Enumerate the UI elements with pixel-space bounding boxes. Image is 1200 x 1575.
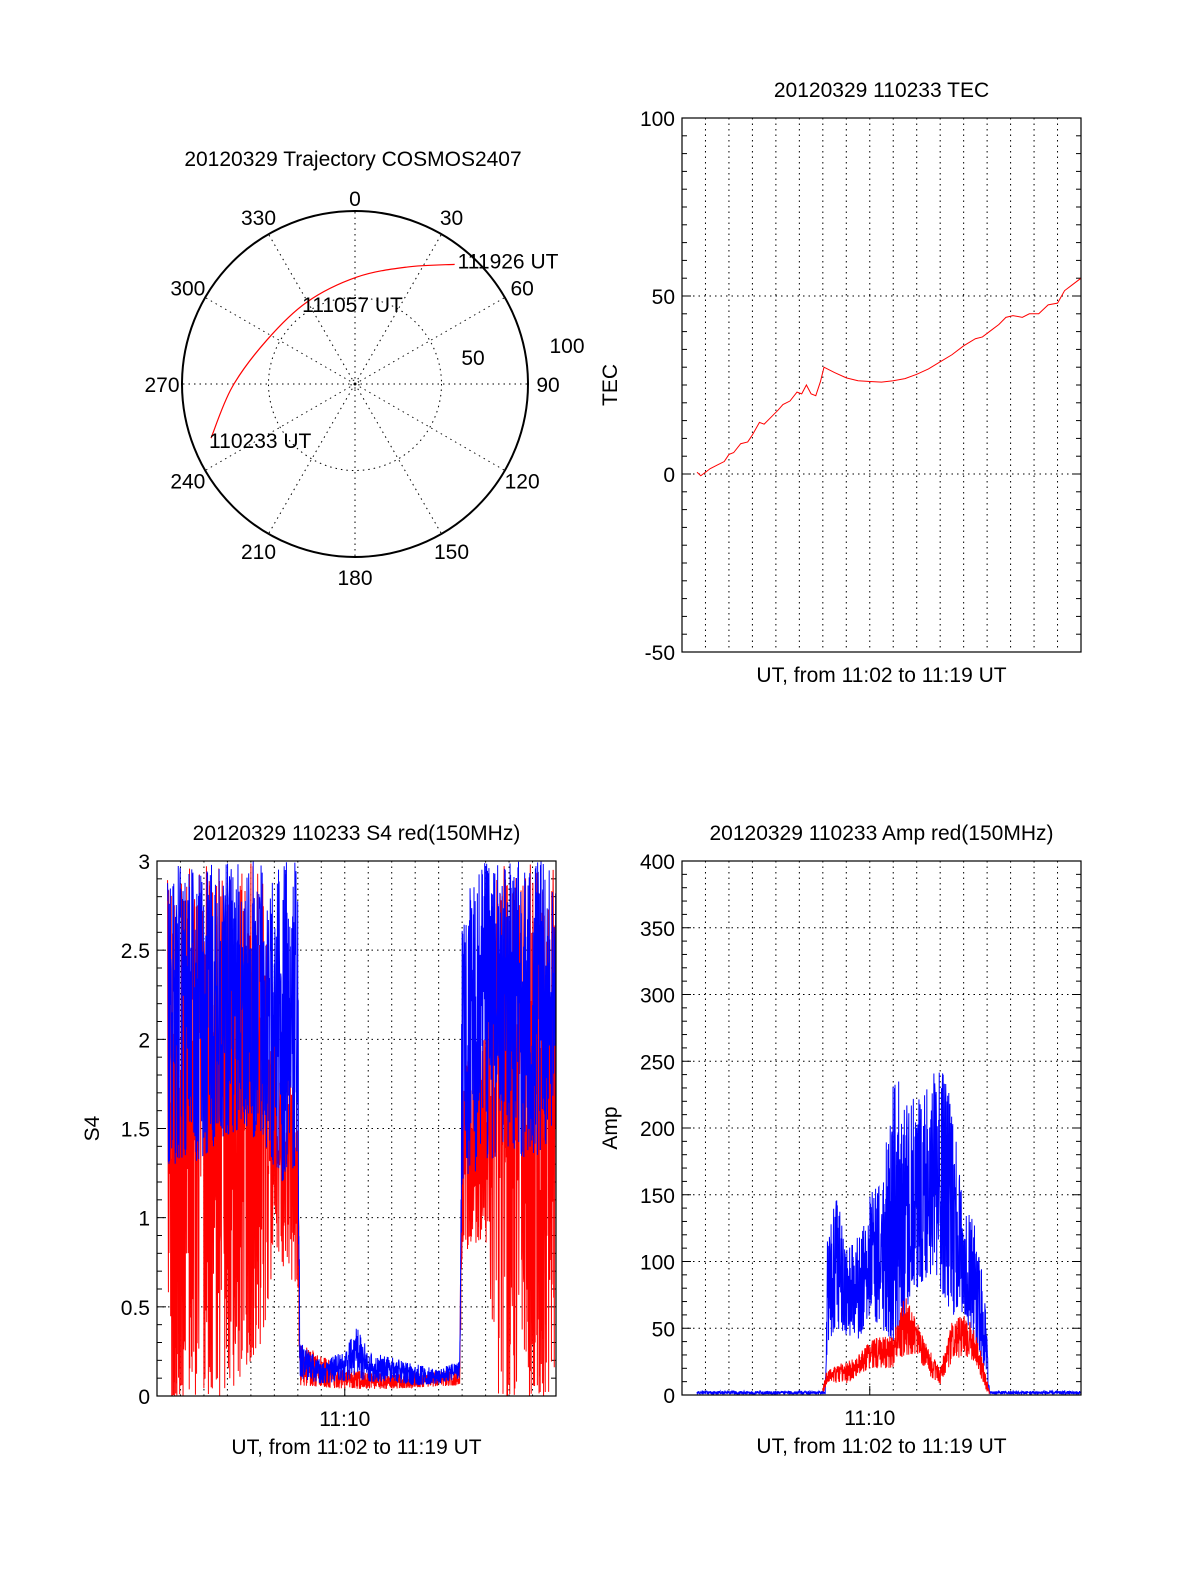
chart-title: 20120329 110233 TEC bbox=[774, 79, 989, 102]
polar-ring-50 bbox=[268, 297, 442, 471]
angle-label: 150 bbox=[434, 541, 469, 564]
trajectory-time-label: 111926 UT bbox=[458, 250, 559, 273]
series-line-blue bbox=[696, 1072, 1081, 1395]
y-tick-label: -50 bbox=[645, 642, 675, 665]
angle-label: 330 bbox=[241, 207, 276, 230]
polar-spoke bbox=[268, 233, 356, 385]
series-line-red bbox=[822, 1298, 990, 1395]
x-tick-label: 11:10 bbox=[319, 1408, 370, 1431]
angle-label: 90 bbox=[536, 374, 559, 397]
series-line-tec bbox=[696, 277, 1081, 477]
y-tick-label: 3 bbox=[138, 851, 150, 874]
y-tick-label: 0 bbox=[663, 464, 675, 487]
x-axis-label: UT, from 11:02 to 11:19 UT bbox=[756, 664, 1006, 687]
polar-trajectory-panel: 20120329 Trajectory COSMOS2407 0 30 60 90 120… bbox=[144, 148, 584, 590]
y-tick-label: 50 bbox=[652, 286, 675, 309]
series-group bbox=[696, 1072, 1081, 1395]
y-tick-label: 150 bbox=[640, 1185, 675, 1208]
polar-outer-ring bbox=[181, 210, 529, 558]
angle-label: 60 bbox=[510, 278, 533, 301]
x-axis-label: UT, from 11:02 to 11:19 UT bbox=[231, 1436, 481, 1459]
polar-spoke bbox=[354, 383, 506, 471]
y-tick-label: 0.5 bbox=[121, 1297, 150, 1320]
trajectory-time-label: 110233 UT bbox=[209, 430, 312, 453]
s4-panel: 20120329 110233 S4 red(150MHz) 0 0.5 1 1.5 2 2… bbox=[81, 822, 557, 1459]
polar-spoke bbox=[354, 297, 506, 385]
series-group bbox=[696, 277, 1081, 477]
polar-spoke bbox=[354, 383, 442, 535]
angle-label: 30 bbox=[440, 207, 463, 230]
y-tick-label: 300 bbox=[640, 985, 675, 1008]
y-tick-label: 0 bbox=[138, 1386, 150, 1409]
radial-label: 100 bbox=[549, 335, 584, 358]
chart-title: 20120329 Trajectory COSMOS2407 bbox=[184, 148, 521, 171]
y-axis-label: S4 bbox=[81, 1115, 104, 1141]
y-tick-label: 1 bbox=[138, 1208, 150, 1231]
y-tick-label: 2 bbox=[138, 1029, 150, 1052]
trajectory-time-label: 111057 UT bbox=[302, 294, 403, 317]
angle-label: 300 bbox=[170, 278, 205, 301]
chart-title: 20120329 110233 Amp red(150MHz) bbox=[709, 822, 1053, 845]
angle-label: 120 bbox=[505, 471, 540, 494]
y-tick-label: 400 bbox=[640, 851, 675, 874]
series-line-red bbox=[167, 863, 556, 1396]
y-tick-label: 0 bbox=[663, 1385, 675, 1408]
angle-label: 210 bbox=[241, 541, 276, 564]
angle-label: 180 bbox=[337, 567, 372, 590]
y-tick-label: 350 bbox=[640, 918, 675, 941]
plot-frame bbox=[681, 860, 1082, 1396]
y-axis-label: Amp bbox=[599, 1106, 622, 1149]
polar-spoke bbox=[354, 233, 442, 385]
polar-spoke bbox=[268, 383, 356, 535]
series-group bbox=[167, 861, 556, 1396]
angle-label: 240 bbox=[170, 471, 205, 494]
y-tick-label: 100 bbox=[640, 108, 675, 131]
y-tick-label: 200 bbox=[640, 1118, 675, 1141]
y-tick-label: 250 bbox=[640, 1051, 675, 1074]
plot-frame bbox=[156, 860, 557, 1397]
polar-spoke bbox=[204, 297, 356, 385]
angle-label: 0 bbox=[349, 188, 361, 211]
polar-spoke bbox=[204, 383, 356, 471]
y-tick-label: 1.5 bbox=[121, 1119, 150, 1142]
angle-label: 270 bbox=[144, 374, 179, 397]
y-tick-label: 2.5 bbox=[121, 940, 150, 963]
polar-center-ring bbox=[350, 379, 360, 389]
trajectory-line bbox=[210, 263, 455, 439]
series-line-blue bbox=[167, 861, 556, 1386]
x-axis-label: UT, from 11:02 to 11:19 UT bbox=[756, 1435, 1006, 1458]
x-tick-label: 11:10 bbox=[844, 1407, 895, 1430]
y-axis-label: TEC bbox=[599, 364, 622, 406]
amp-panel: 20120329 110233 Amp red(150MHz) 0 50 100 150… bbox=[599, 822, 1082, 1458]
y-tick-label: 50 bbox=[652, 1318, 675, 1341]
tec-panel: 20120329 110233 TEC -50 0 50 100 UT, from 11:… bbox=[599, 79, 1082, 687]
plot-frame bbox=[681, 117, 1082, 653]
radial-label: 50 bbox=[461, 347, 484, 370]
chart-title: 20120329 110233 S4 red(150MHz) bbox=[193, 822, 521, 845]
y-tick-label: 100 bbox=[640, 1252, 675, 1275]
